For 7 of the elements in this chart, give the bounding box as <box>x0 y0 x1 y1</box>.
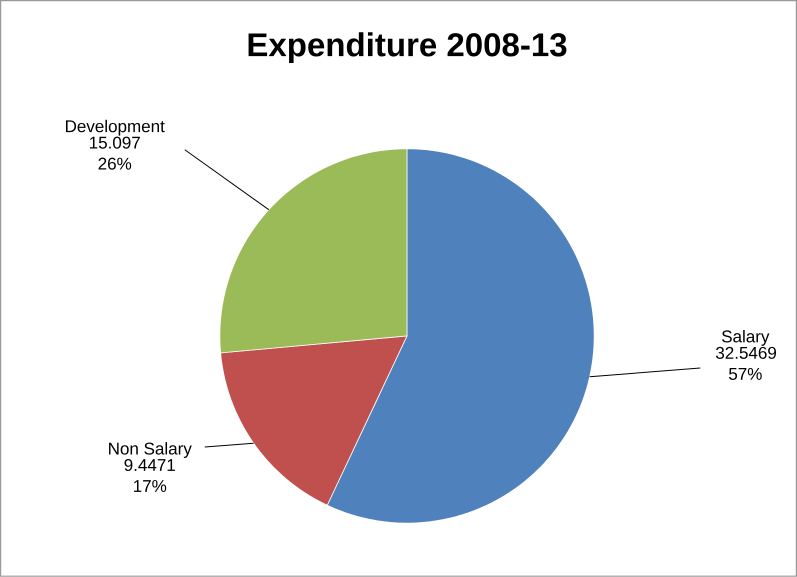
data-label: 15.097 26% <box>90 136 140 170</box>
data-label: 9.4471 17% <box>124 459 175 492</box>
slice-label: Non Salary <box>109 442 192 458</box>
chart-title: Expenditure 2008-13 <box>248 32 566 64</box>
slice-label: Development <box>66 120 165 136</box>
slice-label: Salary <box>722 330 770 346</box>
data-label: 32.5469 57% <box>716 346 776 380</box>
